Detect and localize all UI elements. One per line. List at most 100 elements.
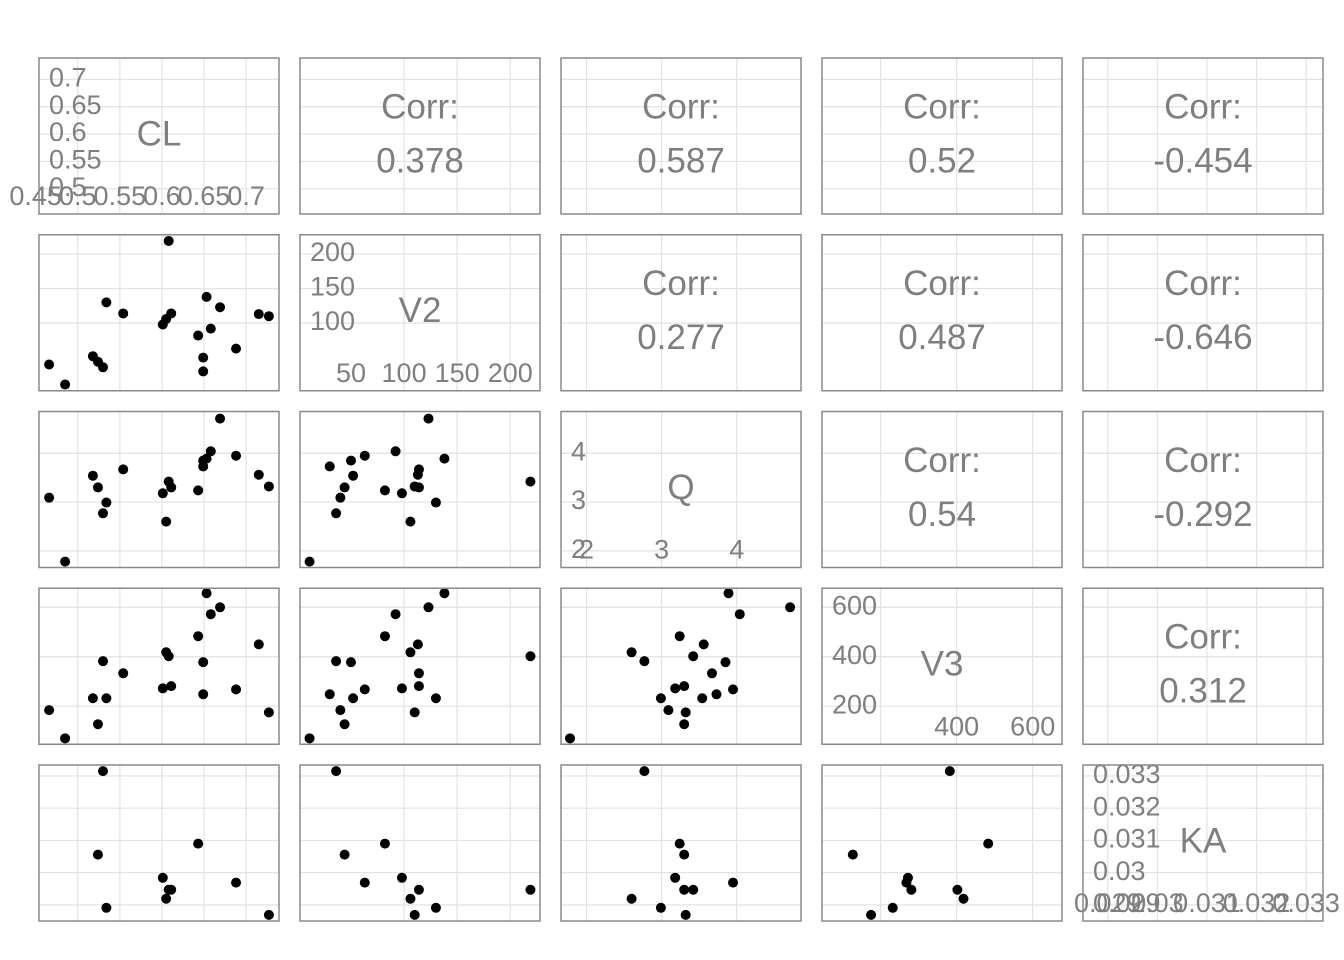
point (253, 469, 264, 480)
panel-background (1083, 234, 1323, 391)
point (409, 707, 420, 718)
panel (561, 588, 801, 745)
point (430, 902, 441, 913)
point (412, 639, 423, 650)
panel (561, 58, 801, 214)
point (101, 693, 112, 704)
corr-value: 0.587 (637, 141, 725, 180)
panel-border (38, 234, 280, 392)
panel-border (1082, 57, 1324, 215)
panel-background (39, 234, 279, 391)
panel-border (299, 410, 541, 569)
corr-value: 0.312 (1159, 672, 1247, 711)
corr-label: Corr: (1164, 618, 1242, 657)
point (339, 482, 350, 493)
point (663, 705, 674, 716)
variable-name: Q (667, 468, 694, 507)
panel-background (39, 58, 279, 214)
corr-value: 0.487 (898, 318, 986, 357)
point (525, 651, 536, 662)
panel-border (38, 57, 280, 215)
point (98, 508, 108, 519)
panel-background (39, 411, 279, 568)
point (345, 657, 356, 668)
point (215, 302, 226, 313)
point (205, 609, 216, 620)
point (166, 884, 177, 895)
panel-border (821, 764, 1063, 922)
panel-border (1082, 764, 1324, 922)
y-tick-label: 3 (571, 485, 586, 515)
panel-background (822, 765, 1062, 921)
point (118, 668, 129, 679)
point (163, 651, 174, 662)
point (331, 508, 342, 519)
y-tick-label: 200 (310, 237, 355, 267)
point (728, 684, 739, 695)
panel-background (561, 411, 801, 568)
panel (300, 58, 540, 214)
point (887, 902, 898, 913)
panel (300, 765, 540, 921)
x-tick-label: 400 (934, 711, 979, 741)
point (198, 689, 209, 700)
point (655, 693, 666, 704)
corr-label: Corr: (642, 87, 720, 126)
point (324, 689, 335, 700)
point (161, 893, 172, 904)
point (92, 849, 103, 860)
point (201, 291, 212, 302)
variable-name: V2 (399, 291, 442, 330)
point (98, 656, 108, 667)
point (304, 733, 315, 744)
x-tick-label: 0.55 (94, 181, 147, 211)
point (723, 588, 734, 599)
corr-value: -0.646 (1153, 318, 1252, 357)
panel (39, 588, 279, 745)
panel-background (39, 588, 279, 745)
point (348, 693, 359, 704)
point (396, 683, 407, 694)
x-tick-label: 600 (1010, 711, 1055, 741)
panel (39, 765, 279, 921)
point (958, 893, 969, 904)
point (379, 485, 390, 496)
panel-border (560, 764, 802, 922)
point (193, 485, 204, 496)
point (345, 455, 356, 466)
panel-border (560, 234, 802, 392)
point (396, 488, 407, 499)
point (231, 343, 242, 354)
point (423, 413, 434, 424)
point (231, 450, 242, 461)
point (205, 446, 216, 457)
y-tick-label: 4 (571, 436, 586, 466)
panel-border (38, 587, 280, 745)
panel-background (822, 411, 1062, 568)
corr-value: 0.378 (376, 141, 464, 180)
corr-value: 0.277 (637, 318, 725, 357)
y-tick-label: 0.55 (49, 145, 102, 175)
x-tick-label: 4 (729, 535, 744, 565)
x-tick-label: 0.032 (1223, 888, 1291, 918)
panel-background (822, 234, 1062, 391)
point (626, 893, 637, 904)
panel-border (821, 587, 1063, 745)
point (87, 470, 98, 481)
panel (39, 234, 279, 391)
point (60, 556, 71, 567)
panel-border (38, 764, 280, 922)
point (679, 681, 690, 692)
point (390, 446, 401, 457)
panel-border (299, 764, 541, 922)
point (720, 657, 731, 668)
point (198, 366, 209, 377)
point (679, 884, 690, 895)
point (711, 689, 722, 700)
point (101, 297, 112, 308)
point (231, 684, 242, 695)
point (44, 492, 55, 503)
point (198, 352, 209, 363)
point (430, 693, 441, 704)
